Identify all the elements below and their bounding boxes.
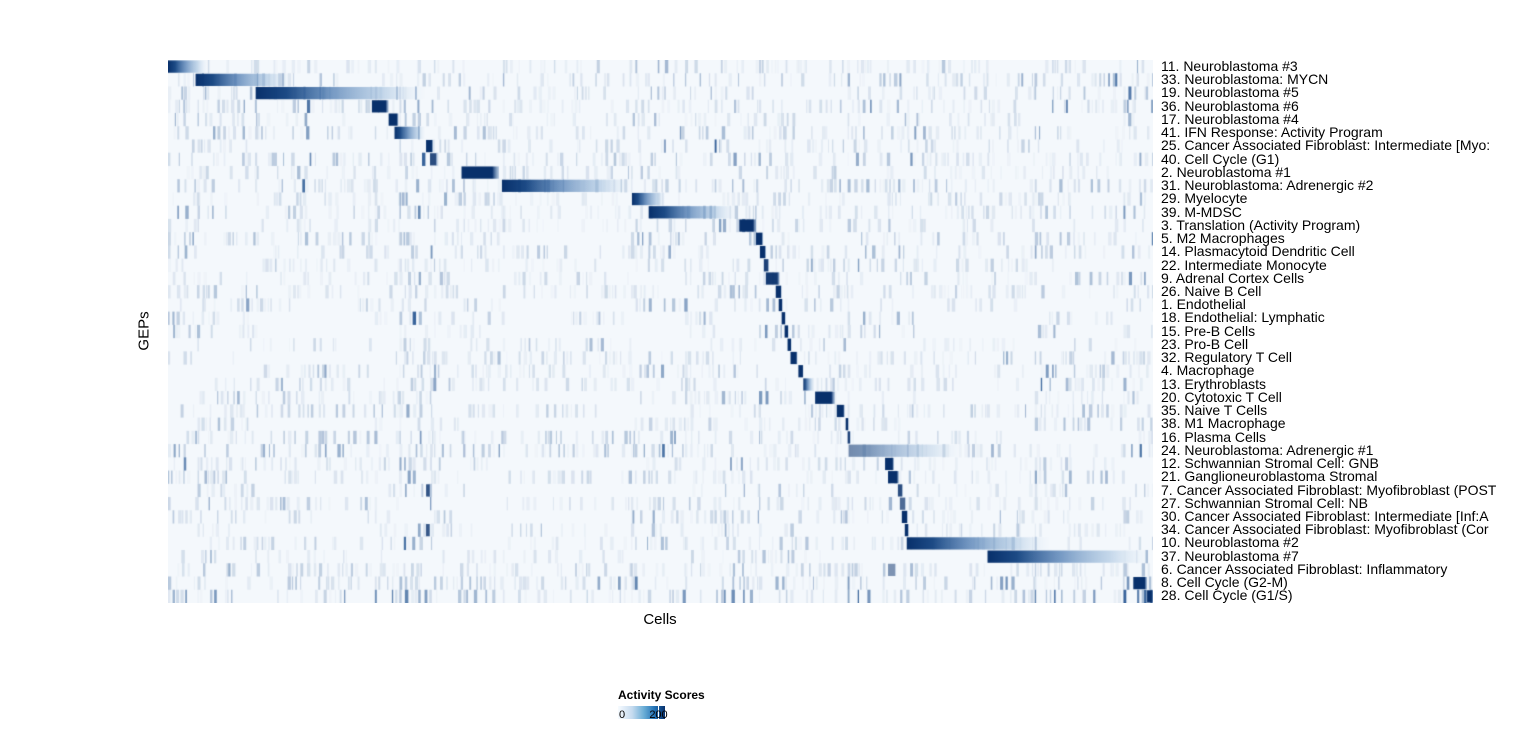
gep-row-label: 16. Plasma Cells xyxy=(1161,428,1267,445)
gep-row-label: 39. M-MDSC xyxy=(1161,203,1242,220)
legend-gradient-bar xyxy=(618,706,665,719)
gep-row-label: 41. IFN Response: Activity Program xyxy=(1161,124,1383,141)
gep-row-label: 2. Neuroblastoma #1 xyxy=(1161,163,1291,180)
gep-row-label: 32. Regulatory T Cell xyxy=(1161,349,1292,366)
gep-row-label: 20. Cytotoxic T Cell xyxy=(1161,388,1282,405)
gep-row-label: 13. Erythroblasts xyxy=(1161,375,1267,392)
gep-row-label: 33. Neuroblastoma: MYCN xyxy=(1161,71,1329,88)
gep-row-label: 22. Intermediate Monocyte xyxy=(1161,256,1327,273)
gep-row-label: 4. Macrophage xyxy=(1161,362,1255,379)
gep-row-label: 7. Cancer Associated Fibroblast: Myofibr… xyxy=(1161,481,1497,498)
gep-row-label: 23. Pro-B Cell xyxy=(1161,335,1249,352)
gep-row-label: 26. Naive B Cell xyxy=(1161,282,1262,299)
gep-row-label: 25. Cancer Associated Fibroblast: Interm… xyxy=(1161,137,1491,154)
gep-row-label: 34. Cancer Associated Fibroblast: Myofib… xyxy=(1161,521,1489,538)
gep-row-label: 17. Neuroblastoma #4 xyxy=(1161,110,1299,127)
activity-scores-legend: Activity Scores 0 200 xyxy=(618,688,738,738)
gep-row-label: 27. Schwannian Stromal Cell: NB xyxy=(1161,494,1368,511)
gep-row-label: 8. Cell Cycle (G2-M) xyxy=(1161,574,1288,591)
gep-row-label: 37. Neuroblastoma #7 xyxy=(1161,547,1299,564)
gep-row-label: 14. Plasmacytoid Dendritic Cell xyxy=(1161,243,1355,260)
legend-max-label: 200 xyxy=(649,709,668,721)
gep-row-label: 12. Schwannian Stromal Cell: GNB xyxy=(1161,455,1379,472)
gep-row-label: 30. Cancer Associated Fibroblast: Interm… xyxy=(1161,507,1489,524)
gep-row-label: 19. Neuroblastoma #5 xyxy=(1161,84,1299,101)
gep-row-label: 5. M2 Macrophages xyxy=(1161,230,1285,247)
gep-row-labels: 11. Neuroblastoma #3 33. Neuroblastoma: M… xyxy=(1161,60,1540,603)
heatmap-canvas xyxy=(168,60,1153,603)
gep-row-label: 24. Neuroblastoma: Adrenergic #1 xyxy=(1161,441,1374,458)
gep-row-label: 11. Neuroblastoma #3 xyxy=(1161,60,1298,74)
gep-row-label: 1. Endothelial xyxy=(1161,296,1246,313)
gep-row-label: 36. Neuroblastoma #6 xyxy=(1161,97,1299,114)
gep-row-label: 10. Neuroblastoma #2 xyxy=(1161,534,1299,551)
legend-title: Activity Scores xyxy=(618,688,705,702)
gep-row-label: 31. Neuroblastoma: Adrenergic #2 xyxy=(1161,177,1374,194)
gep-row-label: 15. Pre-B Cells xyxy=(1161,322,1256,339)
y-axis-title: GEPs xyxy=(135,311,153,351)
gep-row-label: 28. Cell Cycle (G1/S) xyxy=(1161,587,1293,603)
gep-row-label: 38. M1 Macrophage xyxy=(1161,415,1286,432)
legend-min-label: 0 xyxy=(618,709,626,721)
gep-row-label: 3. Translation (Activity Program) xyxy=(1161,216,1361,233)
x-axis-title: Cells xyxy=(643,611,677,628)
gep-row-label: 35. Naive T Cells xyxy=(1161,402,1268,419)
gep-row-label: 9. Adrenal Cortex Cells xyxy=(1161,269,1305,286)
gep-row-label: 21. Ganglioneuroblastoma Stromal xyxy=(1161,468,1378,485)
gep-row-label: 29. Myelocyte xyxy=(1161,190,1248,207)
gep-row-label: 6. Cancer Associated Fibroblast: Inflamm… xyxy=(1161,560,1448,577)
gep-row-label: 18. Endothelial: Lymphatic xyxy=(1161,309,1325,326)
legend-tick-mark xyxy=(657,706,660,719)
gep-row-label: 40. Cell Cycle (G1) xyxy=(1161,150,1280,167)
